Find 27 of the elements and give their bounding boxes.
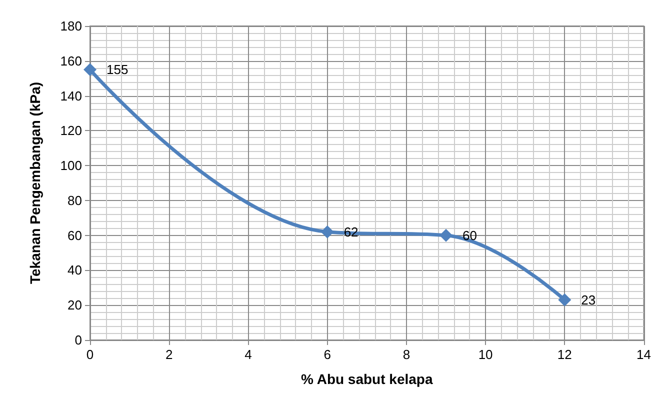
point bbox=[320, 225, 334, 238]
x-tick-label: 0 bbox=[86, 347, 94, 362]
x-tick-label: 14 bbox=[636, 347, 652, 362]
data-label: 23 bbox=[581, 292, 596, 308]
x-tick-label: 8 bbox=[402, 347, 410, 362]
x-tick-label: 12 bbox=[557, 347, 572, 362]
y-tick-label: 60 bbox=[68, 228, 82, 243]
y-tick-label: 160 bbox=[60, 53, 82, 68]
y-tick-label: 140 bbox=[60, 88, 82, 104]
x-tick-label: 2 bbox=[165, 347, 173, 362]
x-axis-title: % Abu sabut kelapa bbox=[301, 371, 433, 387]
y-tick-label: 40 bbox=[68, 262, 82, 278]
y-tick-label: 100 bbox=[60, 158, 82, 174]
y-tick-label: 180 bbox=[60, 18, 82, 34]
data-label: 60 bbox=[462, 228, 477, 243]
x-tick-label: 4 bbox=[244, 347, 252, 362]
point bbox=[84, 63, 96, 76]
x-tick-label: 6 bbox=[324, 347, 331, 362]
y-axis-title: Tekanan Pengembangan (kPa) bbox=[27, 82, 43, 284]
y-tick-label: 0 bbox=[74, 332, 82, 348]
x-tick-label: 10 bbox=[478, 347, 493, 362]
point bbox=[439, 228, 452, 242]
y-tick-label: 120 bbox=[60, 123, 82, 138]
y-tick-label: 20 bbox=[68, 298, 82, 313]
point bbox=[558, 293, 572, 306]
data-label: 155 bbox=[106, 62, 128, 78]
y-tick-label: 80 bbox=[68, 192, 82, 208]
